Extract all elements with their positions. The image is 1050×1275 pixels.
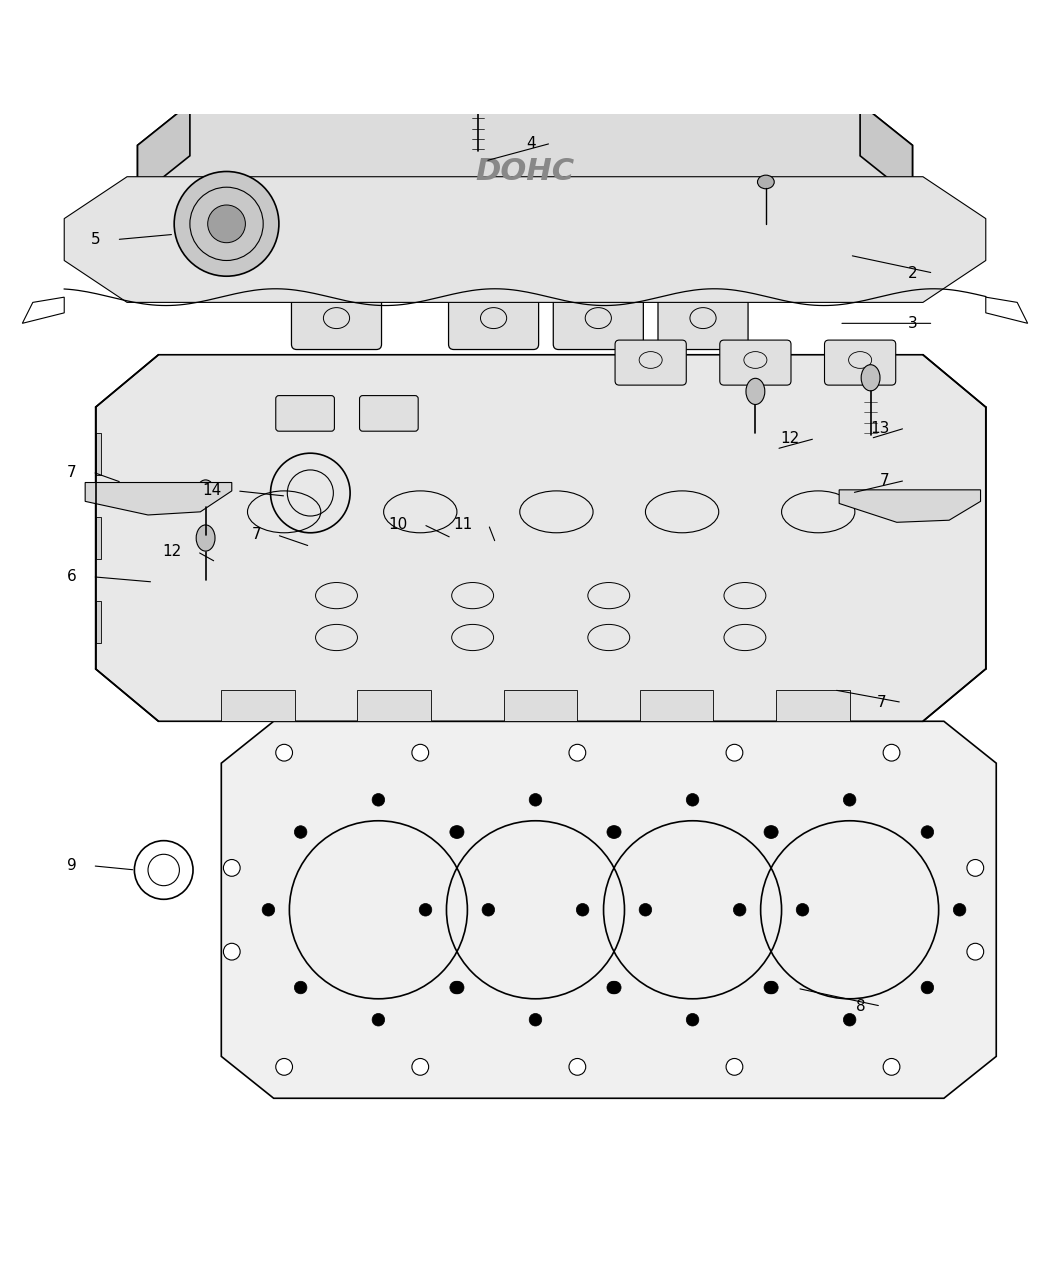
Ellipse shape <box>196 525 215 551</box>
Polygon shape <box>222 722 996 1098</box>
Text: 6: 6 <box>67 569 77 584</box>
Circle shape <box>843 1014 856 1026</box>
FancyBboxPatch shape <box>658 297 748 349</box>
Circle shape <box>953 904 966 915</box>
FancyBboxPatch shape <box>96 518 101 558</box>
Ellipse shape <box>196 479 215 506</box>
Circle shape <box>224 859 240 876</box>
Circle shape <box>967 944 984 960</box>
Text: 4: 4 <box>526 135 536 150</box>
Circle shape <box>726 745 742 761</box>
Circle shape <box>639 904 652 915</box>
Circle shape <box>609 982 622 993</box>
Circle shape <box>372 793 384 806</box>
Circle shape <box>796 904 808 915</box>
Text: 13: 13 <box>870 421 889 436</box>
Circle shape <box>921 826 933 838</box>
Circle shape <box>569 745 586 761</box>
FancyBboxPatch shape <box>96 601 101 643</box>
Circle shape <box>883 1058 900 1075</box>
Text: 3: 3 <box>908 316 918 330</box>
FancyBboxPatch shape <box>292 297 381 349</box>
Circle shape <box>276 745 293 761</box>
Circle shape <box>609 826 622 838</box>
Text: 7: 7 <box>877 695 886 710</box>
Circle shape <box>372 1014 384 1026</box>
Text: 9: 9 <box>67 858 77 873</box>
Circle shape <box>687 1014 699 1026</box>
FancyBboxPatch shape <box>359 395 418 431</box>
Circle shape <box>276 1058 293 1075</box>
Circle shape <box>765 982 778 993</box>
FancyBboxPatch shape <box>615 340 687 385</box>
Text: 7: 7 <box>252 528 261 542</box>
Text: 5: 5 <box>91 232 101 247</box>
Circle shape <box>294 982 307 993</box>
Ellipse shape <box>746 379 764 404</box>
Text: 14: 14 <box>202 483 222 499</box>
Text: 10: 10 <box>388 516 407 532</box>
Circle shape <box>452 982 464 993</box>
Circle shape <box>921 982 933 993</box>
Text: 12: 12 <box>163 544 182 560</box>
Circle shape <box>208 205 246 242</box>
Ellipse shape <box>757 175 774 189</box>
FancyBboxPatch shape <box>720 340 791 385</box>
Polygon shape <box>138 103 190 198</box>
Text: DOHC: DOHC <box>476 157 574 186</box>
Circle shape <box>419 904 432 915</box>
Polygon shape <box>64 177 986 302</box>
Circle shape <box>449 982 462 993</box>
Circle shape <box>883 745 900 761</box>
Circle shape <box>764 826 777 838</box>
Circle shape <box>765 826 778 838</box>
Circle shape <box>607 982 620 993</box>
Text: 7: 7 <box>67 464 77 479</box>
FancyBboxPatch shape <box>96 434 101 476</box>
Circle shape <box>294 826 307 838</box>
FancyBboxPatch shape <box>640 690 714 722</box>
Circle shape <box>262 904 275 915</box>
Polygon shape <box>839 490 981 523</box>
Ellipse shape <box>861 365 880 391</box>
Circle shape <box>412 1058 428 1075</box>
FancyBboxPatch shape <box>776 690 849 722</box>
Circle shape <box>687 793 699 806</box>
Polygon shape <box>138 103 912 240</box>
Circle shape <box>576 904 589 915</box>
FancyBboxPatch shape <box>222 690 295 722</box>
FancyBboxPatch shape <box>553 297 644 349</box>
FancyBboxPatch shape <box>824 340 896 385</box>
Circle shape <box>843 793 856 806</box>
Circle shape <box>482 904 495 915</box>
Polygon shape <box>85 482 232 515</box>
Circle shape <box>224 944 240 960</box>
Circle shape <box>764 982 777 993</box>
Text: 7: 7 <box>880 473 889 488</box>
Polygon shape <box>860 103 912 198</box>
Circle shape <box>607 826 620 838</box>
FancyBboxPatch shape <box>504 690 578 722</box>
Text: 8: 8 <box>856 998 865 1014</box>
Circle shape <box>412 745 428 761</box>
FancyBboxPatch shape <box>357 690 430 722</box>
FancyBboxPatch shape <box>276 395 334 431</box>
Circle shape <box>569 1058 586 1075</box>
FancyBboxPatch shape <box>448 297 539 349</box>
Circle shape <box>967 859 984 876</box>
Ellipse shape <box>466 89 489 107</box>
Circle shape <box>529 1014 542 1026</box>
Text: 2: 2 <box>908 265 918 280</box>
Circle shape <box>733 904 746 915</box>
Text: 11: 11 <box>454 516 473 532</box>
Circle shape <box>726 1058 742 1075</box>
Circle shape <box>529 793 542 806</box>
Circle shape <box>174 171 279 277</box>
Circle shape <box>449 826 462 838</box>
Circle shape <box>452 826 464 838</box>
Text: 12: 12 <box>780 431 799 446</box>
Polygon shape <box>96 354 986 722</box>
